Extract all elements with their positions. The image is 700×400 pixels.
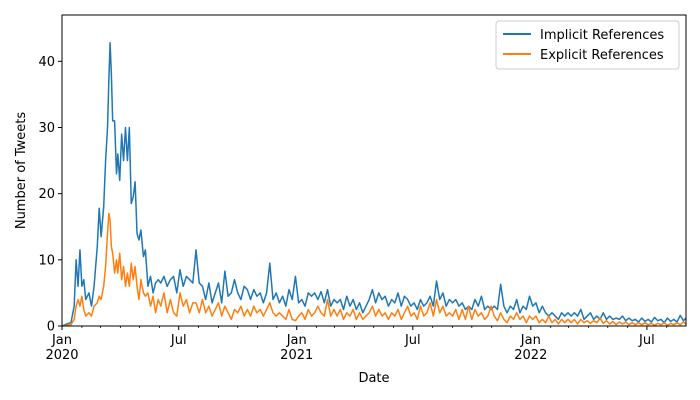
x-tick-year-label: 2020 xyxy=(45,348,78,363)
legend-label-explicit: Explicit References xyxy=(540,48,664,63)
x-tick-label: Jan xyxy=(520,333,541,348)
series-line-1 xyxy=(61,212,687,327)
x-tick-year-label: 2022 xyxy=(514,348,547,363)
y-tick-label: 30 xyxy=(38,121,55,136)
y-tick-label: 20 xyxy=(38,187,55,202)
x-axis-label: Date xyxy=(358,371,389,386)
y-tick-label: 10 xyxy=(38,253,55,268)
series-line-0 xyxy=(61,42,687,327)
y-tick-label: 40 xyxy=(38,55,55,70)
series-layer xyxy=(61,42,687,327)
x-tick-label: Jan xyxy=(286,333,307,348)
y-tick-label: 0 xyxy=(47,320,55,335)
y-axis-label: Number of Tweets xyxy=(14,112,29,230)
legend: Implicit References Explicit References xyxy=(495,20,680,70)
legend-box xyxy=(495,20,680,70)
x-tick-label: Jul xyxy=(638,333,655,348)
x-tick-label: Jan xyxy=(51,333,72,348)
y-axis: 0 10 20 30 40 xyxy=(38,55,62,335)
x-tick-label: Jul xyxy=(170,333,187,348)
legend-label-implicit: Implicit References xyxy=(540,28,664,43)
x-tick-year-label: 2021 xyxy=(280,348,313,363)
x-tick-label: Jul xyxy=(404,333,421,348)
